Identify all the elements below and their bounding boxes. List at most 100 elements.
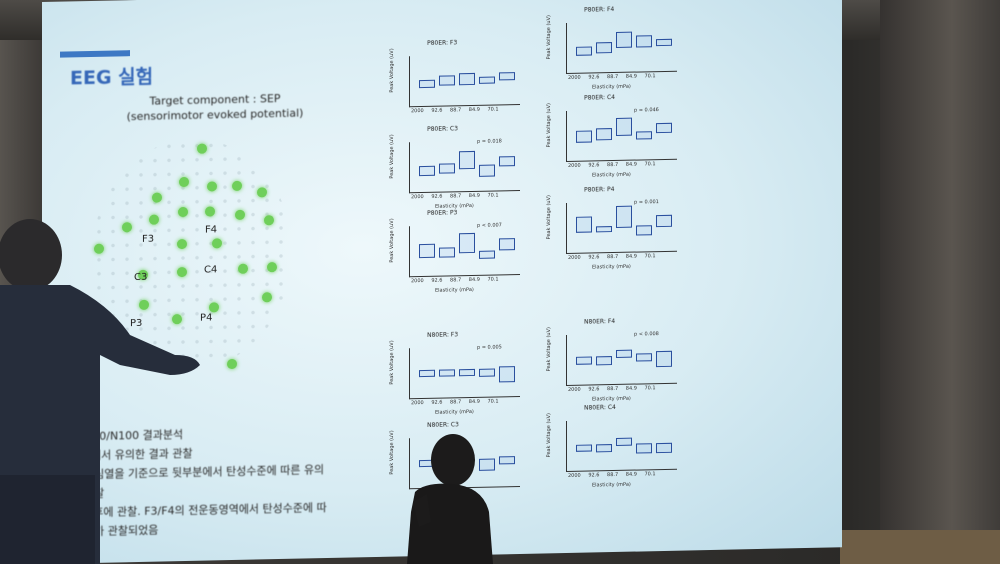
plot-title: P80ER: F3 [427, 39, 458, 47]
plot-title: N80ER: F3 [427, 331, 459, 339]
box [419, 79, 435, 89]
box [576, 130, 592, 143]
box [636, 443, 652, 454]
box [576, 216, 592, 233]
plot-pvalue: p < 0.007 [477, 222, 502, 229]
box [419, 369, 435, 378]
plot-pvalue: p = 0.018 [477, 138, 502, 145]
audience-silhouette [407, 434, 493, 564]
plot-ylabel: Peak Voltage (uV) [546, 327, 552, 372]
box [459, 72, 475, 86]
box [636, 353, 652, 362]
box [596, 444, 612, 453]
plot-title: P80ER: P4 [584, 186, 615, 194]
plot-ylabel: Peak Voltage (uV) [389, 48, 395, 93]
plot-xlabel: Elasticity (mPa) [592, 481, 631, 489]
box [636, 35, 652, 48]
plot-xticks: 2000 92.6 88.7 84.9 70.1 [568, 253, 656, 261]
box [459, 368, 475, 377]
plot-xticks: 2000 92.6 88.7 84.9 70.1 [411, 106, 499, 115]
box [479, 250, 495, 259]
box [596, 226, 612, 233]
box [616, 205, 632, 228]
plot-title: P80ER: F4 [584, 6, 615, 14]
plot-xlabel: Elasticity (mPa) [592, 83, 631, 91]
plot-p80-c3: P80ER: C3 p = 0.018 Peak Voltage (uV) 20… [389, 125, 527, 211]
box [656, 38, 672, 47]
plot-ylabel: Peak Voltage (uV) [389, 430, 395, 475]
stage-edge [840, 530, 1000, 564]
plot-title: N80ER: C3 [427, 421, 459, 429]
plot-pvalue: p = 0.001 [634, 199, 659, 206]
box [616, 117, 632, 136]
plot-xlabel: Elasticity (mPa) [435, 286, 474, 294]
presenter-silhouette [0, 219, 200, 564]
box [499, 456, 515, 465]
plot-title: P80ER: P3 [427, 209, 458, 217]
plot-xlabel: Elasticity (mPa) [592, 171, 631, 179]
plot-xticks: 2000 92.6 88.7 84.9 70.1 [568, 161, 656, 169]
box [576, 46, 592, 56]
plot-xticks: 2000 92.6 88.7 84.9 70.1 [568, 471, 656, 479]
electrode-dot [227, 358, 237, 370]
plot-p80-c4: P80ER: C4 p = 0.046 Peak Voltage (uV) 20… [546, 94, 684, 180]
target-line-2: (sensorimotor evoked potential) [126, 106, 304, 124]
box [656, 442, 672, 454]
box [596, 356, 612, 366]
box [499, 238, 515, 251]
accent-bar [60, 50, 130, 58]
plot-ylabel: Peak Voltage (uV) [546, 413, 552, 458]
box [439, 247, 455, 258]
box [479, 164, 495, 177]
plot-xticks: 2000 92.6 88.7 84.9 70.1 [411, 398, 499, 407]
box [499, 72, 515, 81]
box [596, 42, 612, 54]
box [439, 369, 455, 377]
plot-xticks: 2000 92.6 88.7 84.9 70.1 [411, 276, 499, 285]
box [479, 368, 495, 377]
box [636, 225, 652, 236]
plot-xticks: 2000 92.6 88.7 84.9 70.1 [568, 73, 656, 81]
box [419, 243, 435, 259]
plot-xlabel: Elasticity (mPa) [592, 395, 631, 403]
box [616, 349, 632, 358]
plot-xticks: 2000 92.6 88.7 84.9 70.1 [568, 385, 656, 393]
plot-ylabel: Peak Voltage (uV) [389, 134, 395, 179]
box [499, 366, 515, 383]
plot-pvalue: p = 0.005 [477, 344, 502, 351]
plot-p80-f4: P80ER: F4 Peak Voltage (uV) 2000 92.6 88… [546, 6, 684, 92]
plot-p80-f3: P80ER: F3 Peak Voltage (uV) 2000 92.6 88… [389, 39, 527, 125]
plot-n80-f4: N80ER: F4 p < 0.008 Peak Voltage (uV) 20… [546, 318, 684, 404]
box [576, 356, 592, 365]
plot-title: N80ER: C4 [584, 403, 616, 412]
box [439, 75, 455, 86]
plot-xlabel: Elasticity (mPa) [592, 263, 631, 271]
plot-ylabel: Peak Voltage (uV) [546, 103, 552, 148]
box [439, 163, 455, 174]
slide-title: EEG 실험 [70, 65, 154, 90]
plot-ylabel: Peak Voltage (uV) [546, 15, 552, 60]
box [656, 214, 672, 228]
plot-title: N80ER: F4 [584, 317, 616, 326]
box [596, 128, 612, 141]
plot-ylabel: Peak Voltage (uV) [389, 340, 395, 385]
box [459, 232, 475, 254]
box [616, 437, 632, 446]
plot-n80-c4: N80ER: C4 Peak Voltage (uV) 2000 92.6 88… [546, 404, 684, 490]
box [616, 31, 632, 48]
plot-xlabel: Elasticity (mPa) [435, 408, 474, 416]
target-component: Target component : SEP (sensorimotor evo… [120, 90, 310, 124]
plot-title: P80ER: C4 [584, 93, 615, 102]
plot-ylabel: Peak Voltage (uV) [546, 195, 552, 240]
box [499, 156, 515, 167]
box [419, 165, 435, 177]
box [636, 131, 652, 140]
right-wall [880, 0, 1000, 564]
plot-xticks: 2000 92.6 88.7 84.9 70.1 [411, 192, 499, 201]
plot-pvalue: p = 0.046 [634, 107, 659, 114]
plot-pvalue: p < 0.008 [634, 331, 659, 338]
box [656, 350, 672, 368]
box [576, 444, 592, 452]
plot-p80-p4: P80ER: P4 p = 0.001 Peak Voltage (uV) 20… [546, 186, 684, 272]
plot-ylabel: Peak Voltage (uV) [389, 218, 395, 263]
